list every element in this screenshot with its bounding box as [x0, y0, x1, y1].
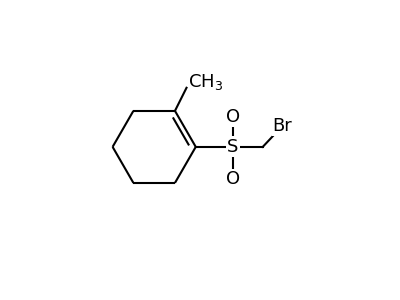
Text: CH$_3$: CH$_3$ [188, 72, 223, 92]
Text: O: O [226, 108, 240, 126]
Text: S: S [227, 138, 238, 156]
Text: Br: Br [272, 117, 292, 135]
Text: O: O [226, 170, 240, 188]
